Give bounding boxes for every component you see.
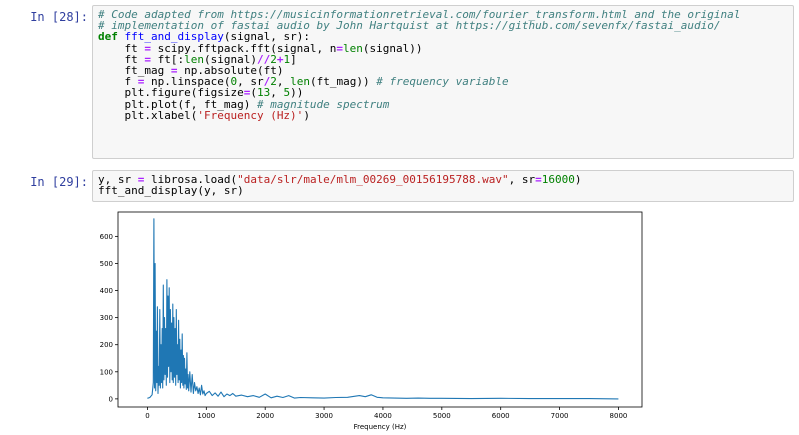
code-editor[interactable]: # Code adapted from https://musicinforma… — [93, 6, 793, 121]
code-line: ft = scipy.fftpack.fft(signal, n=len(sig… — [98, 41, 793, 55]
x-tick-label: 6000 — [492, 412, 510, 420]
code-token: 13 — [256, 86, 271, 100]
code-token: 2 — [270, 52, 277, 66]
code-token: # Code adapted from https://musicinforma… — [98, 8, 741, 21]
x-axis-label: Frequency (Hz) — [354, 423, 407, 431]
code-token: = — [243, 86, 251, 100]
code-token: = — [144, 41, 151, 55]
code-token: , — [276, 75, 291, 89]
input-prompt-29: In [29]: — [30, 175, 88, 189]
code-token: # magnitude spectrum — [256, 97, 390, 111]
y-tick-label: 500 — [100, 260, 113, 268]
input-prompt-28: In [28]: — [30, 10, 88, 24]
code-token: ft — [98, 52, 145, 66]
code-token: , sr — [508, 173, 536, 186]
code-token: )) — [290, 86, 304, 100]
code-token: np.absolute(ft) — [177, 63, 284, 77]
code-token: np.linspace( — [144, 75, 231, 89]
code-editor[interactable]: y, sr = librosa.load("data/slr/male/mlm_… — [93, 171, 793, 196]
code-token: (signal)) — [362, 41, 423, 55]
code-line: def fft_and_display(signal, sr): — [98, 31, 793, 42]
code-cell-28[interactable]: # Code adapted from https://musicinforma… — [92, 5, 794, 159]
x-tick-label: 0 — [145, 412, 149, 420]
code-token: y, sr — [98, 173, 138, 186]
code-token: = — [535, 173, 542, 186]
code-token: (ft_mag)) — [309, 75, 377, 89]
x-tick-label: 5000 — [433, 412, 451, 420]
code-line: # implementation of fastai audio by John… — [98, 20, 793, 31]
code-token: 'Frequency (Hz)' — [197, 108, 304, 122]
code-token: ft[: — [150, 52, 185, 66]
code-token: def — [98, 30, 118, 44]
code-token: // — [256, 52, 271, 66]
code-token: = — [170, 63, 178, 77]
code-token: 1 — [283, 52, 291, 66]
code-token: = — [144, 52, 151, 66]
code-token: 0 — [230, 75, 238, 89]
code-token: ft_mag — [98, 63, 171, 77]
code-token: , — [270, 86, 284, 100]
code-token: ) — [574, 173, 582, 186]
code-token: ft — [98, 41, 145, 55]
y-tick-label: 100 — [100, 368, 113, 376]
code-token: plt.plot(f, ft_mag) — [98, 97, 257, 111]
code-token: # implementation of fastai audio by John… — [98, 19, 721, 33]
x-tick-label: 4000 — [374, 412, 392, 420]
code-token: = — [137, 75, 145, 89]
code-token: + — [276, 52, 284, 66]
code-token: 16000 — [541, 173, 575, 186]
plot-area — [117, 211, 643, 408]
code-token: 5 — [283, 86, 291, 100]
code-token: "data/slr/male/mlm_00269_00156195788.wav… — [237, 173, 509, 186]
code-token: len — [343, 41, 363, 55]
code-token: len — [290, 75, 310, 89]
code-token: ] — [290, 52, 297, 66]
code-token: fft_and_display(y, sr) — [98, 184, 244, 198]
code-token: / — [263, 75, 271, 89]
x-tick-label: 8000 — [610, 412, 628, 420]
code-line: y, sr = librosa.load("data/slr/male/mlm_… — [98, 174, 793, 185]
y-tick-label: 600 — [100, 233, 113, 241]
x-tick-label: 7000 — [551, 412, 569, 420]
code-token: librosa.load( — [144, 173, 238, 186]
code-token: ) — [303, 108, 310, 122]
code-token: f — [98, 75, 138, 89]
code-line: fft_and_display(y, sr) — [98, 185, 793, 196]
code-line: f = np.linspace(0, sr/2, len(ft_mag)) # … — [98, 76, 793, 87]
code-cell-29[interactable]: y, sr = librosa.load("data/slr/male/mlm_… — [92, 170, 794, 202]
code-token: plt.xlabel( — [98, 108, 198, 122]
code-token: (signal) — [203, 52, 257, 66]
code-line: ft = ft[:len(signal)//2+1] — [98, 54, 793, 65]
code-line: ft_mag = np.absolute(ft) — [98, 65, 793, 76]
y-tick-label: 400 — [100, 287, 113, 295]
code-line: # Code adapted from https://musicinforma… — [98, 9, 793, 20]
y-tick-label: 300 — [100, 314, 113, 322]
code-token: ( — [250, 86, 257, 100]
code-line: plt.xlabel('Frequency (Hz)') — [98, 110, 793, 121]
code-token: (signal, sr): — [223, 30, 310, 44]
x-tick-label: 2000 — [256, 412, 274, 420]
code-token: scipy.fftpack.fft(signal, n — [150, 41, 337, 55]
code-line: plt.figure(figsize=(13, 5)) — [98, 87, 793, 98]
code-token: = — [336, 41, 344, 55]
code-token: # frequency variable — [376, 75, 509, 89]
magnitude-spectrum-chart: 0 1000 2000 3000 4000 5000 6000 7000 8000 0 100 200… — [100, 211, 643, 431]
code-token: = — [137, 173, 145, 186]
code-line: plt.plot(f, ft_mag) # magnitude spectrum — [98, 97, 793, 111]
code-token: plt.figure(figsize — [98, 86, 244, 100]
code-token: len — [184, 52, 204, 66]
x-tick-label: 3000 — [315, 412, 333, 420]
code-token: 2 — [270, 75, 277, 89]
spectrum-line — [147, 218, 619, 400]
x-tick-label: 1000 — [197, 412, 215, 420]
y-tick-label: 200 — [100, 341, 113, 349]
code-token: , sr — [237, 75, 264, 89]
code-token: fft_and_display — [124, 30, 224, 44]
y-tick-label: 0 — [109, 395, 113, 403]
